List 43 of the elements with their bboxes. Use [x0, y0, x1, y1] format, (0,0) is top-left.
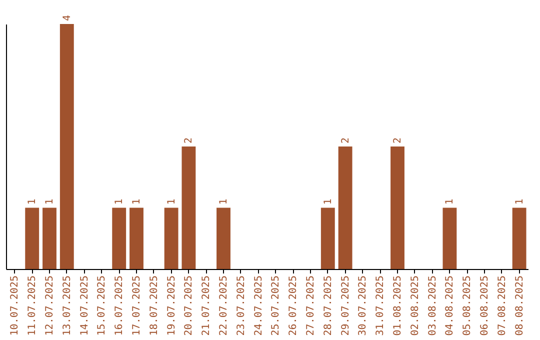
x-tick-label: 17.07.2025: [132, 276, 142, 336]
x-tick-label: 06.08.2025: [480, 276, 490, 336]
data-label: 1: [114, 198, 126, 205]
x-tick-label: 30.07.2025: [358, 276, 369, 336]
x-tick-label: 11.07.2025: [27, 276, 38, 336]
data-label: 1: [27, 198, 38, 205]
x-tick-label: 15.07.2025: [96, 276, 108, 336]
x-tick-label: 23.07.2025: [236, 276, 247, 336]
x-tick-label: 01.08.2025: [392, 276, 404, 336]
x-tick-label: 20.07.2025: [184, 276, 195, 336]
data-label: 1: [514, 198, 526, 205]
x-tick-label: 08.08.2025: [514, 276, 526, 336]
x-tick-label: 03.08.2025: [427, 276, 438, 336]
x-tick-label: 12.07.2025: [44, 276, 56, 336]
x-tick-label: 13.07.2025: [62, 276, 73, 336]
x-tick-label: 05.08.2025: [462, 276, 474, 336]
x-tick-label: 16.07.2025: [114, 276, 126, 336]
data-label: 1: [132, 198, 142, 205]
data-label: 2: [392, 137, 404, 144]
x-tick-label: 04.08.2025: [444, 276, 456, 336]
x-tick-label: 25.07.2025: [270, 276, 282, 336]
x-tick-label: 31.07.2025: [375, 276, 386, 336]
data-label: 2: [184, 137, 195, 144]
x-tick-label: 21.07.2025: [201, 276, 212, 336]
x-tick-label: 07.08.2025: [496, 276, 508, 336]
x-tick-label: 26.07.2025: [288, 276, 300, 336]
x-tick-label: 28.07.2025: [322, 276, 334, 336]
data-label: 1: [322, 198, 334, 205]
data-label: 4: [62, 14, 73, 21]
x-tick-label: 29.07.2025: [340, 276, 352, 336]
x-tick-label: 22.07.2025: [218, 276, 230, 336]
x-tick-label: 19.07.2025: [166, 276, 178, 336]
x-tick-label: 18.07.2025: [148, 276, 160, 336]
data-label: 1: [166, 198, 178, 205]
x-tick-label: 02.08.2025: [410, 276, 421, 336]
x-tick-label: 24.07.2025: [253, 276, 264, 336]
x-tick-label: 14.07.2025: [79, 276, 90, 336]
data-label: 2: [340, 137, 352, 144]
x-tick-label: 27.07.2025: [306, 276, 316, 336]
x-tick-label: 10.07.2025: [10, 276, 21, 336]
data-label: 1: [444, 198, 456, 205]
data-label: 1: [44, 198, 56, 205]
data-label: 1: [218, 198, 230, 205]
